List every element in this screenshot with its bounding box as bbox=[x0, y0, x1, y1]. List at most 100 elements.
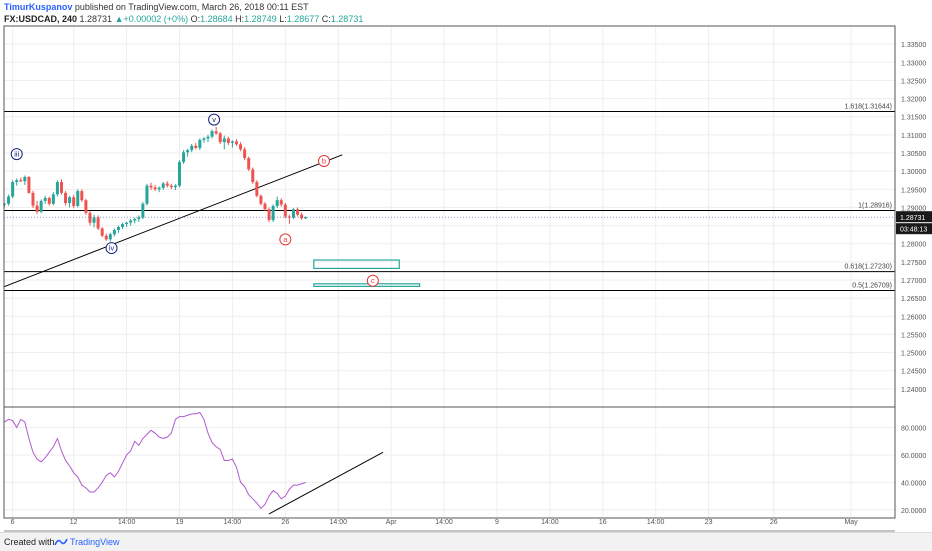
candle-down bbox=[296, 209, 300, 215]
candle-up bbox=[304, 217, 308, 219]
candle-down bbox=[84, 200, 88, 213]
rsi-line bbox=[4, 411, 306, 510]
high-label: H: bbox=[235, 14, 245, 24]
y-tick-label: 1.28000 bbox=[901, 242, 926, 249]
x-tick-label: Apr bbox=[386, 519, 398, 526]
x-tick-label: 23 bbox=[705, 519, 713, 526]
wave-label-circle bbox=[279, 233, 292, 246]
fib-level-label: 1.618(1.31644) bbox=[845, 103, 892, 110]
candle-up bbox=[68, 197, 72, 204]
wave-label-circle bbox=[317, 154, 330, 167]
tradingview-logo-icon bbox=[54, 538, 68, 546]
candle-up bbox=[55, 182, 59, 195]
candle-up bbox=[145, 185, 149, 204]
candle-up bbox=[121, 224, 125, 228]
candle-up bbox=[275, 200, 279, 206]
rsi-tick-label: 60.0000 bbox=[901, 453, 926, 460]
candle-down bbox=[243, 149, 247, 159]
y-tick-label: 1.31500 bbox=[901, 115, 926, 122]
y-tick-label: 1.29500 bbox=[901, 187, 926, 194]
countdown-label: 03:48:13 bbox=[900, 227, 927, 234]
candle-up bbox=[230, 141, 234, 143]
x-tick-label: 14:00 bbox=[435, 519, 453, 526]
low-label: L: bbox=[279, 14, 287, 24]
candle-down bbox=[169, 185, 173, 188]
x-tick-label: 14:00 bbox=[118, 519, 136, 526]
candle-down bbox=[80, 191, 84, 201]
candle-down bbox=[267, 209, 271, 221]
plot-border bbox=[3, 25, 896, 519]
wave-label: v bbox=[212, 115, 216, 124]
candle-down bbox=[255, 182, 259, 196]
x-tick-label: 19 bbox=[176, 519, 184, 526]
candle-up bbox=[190, 145, 194, 151]
candle-down bbox=[239, 144, 243, 150]
chart-header: TimurKuspanov published on TradingView.c… bbox=[0, 0, 932, 26]
candle-up bbox=[15, 180, 19, 183]
wave-label: a bbox=[283, 235, 288, 244]
candle-up bbox=[116, 227, 120, 230]
y-tick-label: 1.29000 bbox=[901, 205, 926, 212]
fib-levels: 1.618(1.31644) 1(1.28916) 0.618(1.27230) 0.… bbox=[4, 103, 895, 292]
candle-down bbox=[300, 214, 304, 219]
y-tick-label: 1.32500 bbox=[901, 78, 926, 85]
candle-down bbox=[31, 192, 35, 206]
candle-down bbox=[100, 228, 104, 236]
candle-down bbox=[27, 176, 31, 193]
candle-down bbox=[165, 183, 169, 186]
chart-frame bbox=[3, 25, 896, 532]
candle-down bbox=[104, 235, 108, 240]
candle-down bbox=[96, 217, 100, 229]
x-tick-label: 26 bbox=[770, 519, 778, 526]
x-tick-label: 12 bbox=[70, 519, 78, 526]
candle-down bbox=[226, 138, 230, 143]
price-trendline bbox=[4, 154, 343, 287]
candle-down bbox=[234, 141, 238, 145]
x-tick-label: 14:00 bbox=[541, 519, 559, 526]
candle-up bbox=[23, 176, 27, 182]
wave-labels: iii v iv b a c bbox=[10, 113, 379, 287]
y-tick-label: 1.30500 bbox=[901, 151, 926, 158]
x-tick-label: 6 bbox=[11, 519, 15, 526]
rsi-series-line bbox=[4, 411, 306, 510]
wave-label-circle bbox=[10, 148, 23, 161]
y-tick-label: 1.24500 bbox=[901, 369, 926, 376]
candle-up bbox=[271, 205, 275, 221]
candle-up bbox=[222, 138, 226, 143]
rsi-trendline bbox=[268, 451, 384, 515]
candle-up bbox=[186, 150, 190, 153]
candle-down bbox=[251, 169, 255, 183]
candle-down bbox=[263, 203, 267, 210]
created-with-text: Created with bbox=[4, 537, 55, 547]
y-tick-label: 1.33500 bbox=[901, 42, 926, 49]
low-value: 1.28677 bbox=[286, 14, 320, 24]
candle-up bbox=[137, 217, 141, 220]
candle-down bbox=[283, 204, 287, 217]
wave-label: iv bbox=[109, 244, 115, 253]
symbol-label[interactable]: FX:USDCAD, 240 bbox=[4, 14, 78, 24]
candle-up bbox=[51, 194, 55, 204]
candle-up bbox=[198, 139, 202, 148]
price-change: +0.00002 (+0%) bbox=[123, 14, 189, 24]
countdown-tag bbox=[896, 223, 932, 235]
candle-up bbox=[161, 183, 165, 188]
tradingview-brand-link[interactable]: TradingView bbox=[70, 537, 120, 547]
x-tick-label: 14:00 bbox=[329, 519, 347, 526]
wave-label-circle bbox=[105, 242, 118, 255]
fib-level-label: 0.5(1.26709) bbox=[852, 283, 892, 290]
author-link[interactable]: TimurKuspanov bbox=[4, 2, 73, 12]
target-boxes[interactable] bbox=[313, 259, 421, 287]
open-label: O: bbox=[190, 14, 201, 24]
rsi-tick-label: 80.0000 bbox=[901, 426, 926, 433]
trendlines[interactable] bbox=[4, 154, 384, 515]
candle-up bbox=[43, 197, 47, 201]
target-box bbox=[313, 283, 421, 287]
y-tick-label: 1.30000 bbox=[901, 169, 926, 176]
last-price-label: 1.28731 bbox=[900, 215, 925, 222]
price-chart[interactable]: 1.618(1.31644) 1(1.28916) 0.618(1.27230) 0.… bbox=[0, 0, 932, 532]
candle-down bbox=[153, 187, 157, 190]
candle-down bbox=[247, 158, 251, 170]
candle-up bbox=[108, 234, 112, 240]
candle-up bbox=[92, 217, 96, 223]
candle-up bbox=[206, 136, 210, 139]
